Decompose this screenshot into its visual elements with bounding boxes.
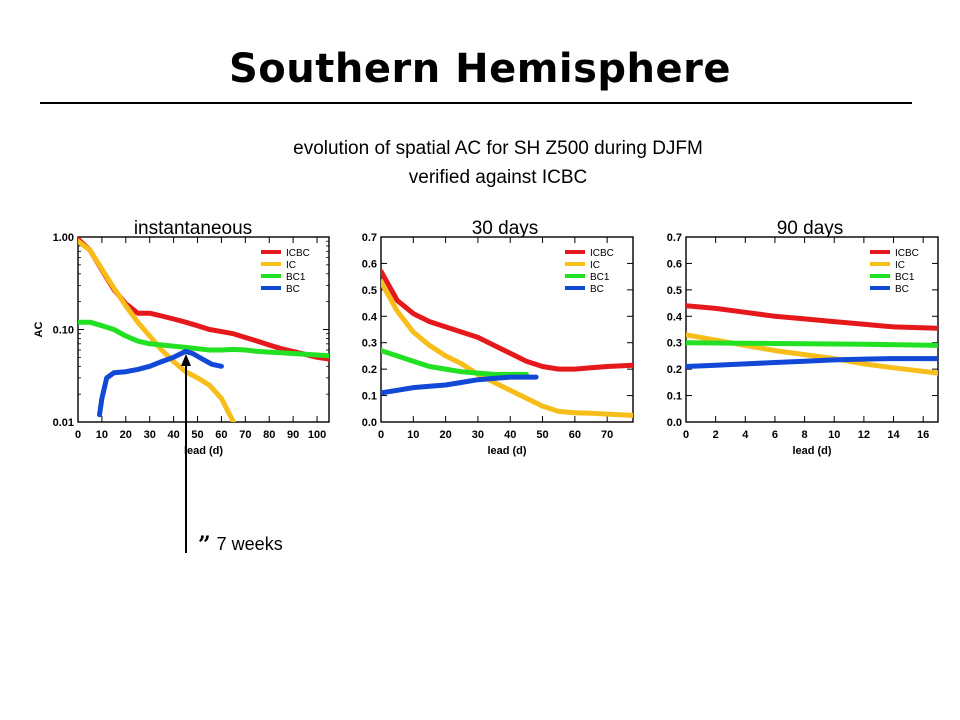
x-tick-label: 10 <box>828 429 840 441</box>
legend-label-ic: IC <box>590 260 600 271</box>
annotation-arrow-head <box>181 354 191 366</box>
y-tick-label: 0.3 <box>667 338 682 350</box>
x-tick-label: 40 <box>167 429 179 441</box>
y-tick-label: 0.10 <box>53 325 74 337</box>
y-tick-label: 0.01 <box>53 417 74 429</box>
seven-weeks-annotation: ” 7 weeks <box>198 532 283 558</box>
y-tick-label: 0.6 <box>667 258 682 270</box>
x-axis-label: lead (d) <box>487 445 526 457</box>
x-tick-label: 40 <box>504 429 516 441</box>
x-tick-label: 8 <box>802 429 808 441</box>
y-tick-label: 0.1 <box>667 391 682 403</box>
series-line-bc <box>381 374 539 396</box>
chart-2: 0 10 20 30 40 50 60 70 0.0 0.1 0.2 0.3 0.4 0.5 0.6 0.7 l… <box>362 232 634 457</box>
annotation-mark: ” <box>198 532 211 558</box>
x-tick-label: 0 <box>683 429 689 441</box>
y-tick-label: 0.7 <box>362 232 377 244</box>
title-divider <box>40 102 912 104</box>
subtitle-line-1: evolution of spatial AC for SH Z500 duri… <box>293 138 703 159</box>
subtitle-line-2: verified against ICBC <box>408 167 588 188</box>
plot-frame <box>685 236 939 423</box>
series-line-bc1 <box>78 319 329 359</box>
y-tick-label: 0.6 <box>362 258 377 270</box>
x-tick-label: 50 <box>191 429 203 441</box>
series-group <box>78 237 329 422</box>
x-tick-label: 14 <box>887 429 900 441</box>
y-tick-label: 0.1 <box>362 391 377 403</box>
x-tick-label: 20 <box>120 429 132 441</box>
x-tick-label: 70 <box>239 429 251 441</box>
y-tick-label: 1.00 <box>53 232 74 244</box>
panel-label-30-days: 30 days <box>471 218 539 239</box>
legend-label-bc1: BC1 <box>590 272 610 283</box>
series-group <box>381 268 633 418</box>
y-tick-label: 0.2 <box>362 364 377 376</box>
x-tick-label: 90 <box>287 429 299 441</box>
chart-1: 0 10 20 30 40 50 60 70 80 90 100 0.01 0.10 1.00 lead (… <box>33 232 330 457</box>
y-tick-label: 0.5 <box>667 285 682 297</box>
y-tick-label: 0.0 <box>362 417 377 429</box>
x-axis-label: lead (d) <box>184 445 223 457</box>
slide-title: Southern Hemisphere <box>228 46 732 92</box>
x-tick-label: 70 <box>601 429 613 441</box>
legend-label-bc: BC <box>590 284 604 295</box>
y-tick-label: 0.4 <box>667 311 683 323</box>
series-line-icbc <box>686 303 938 331</box>
chart-3: 0 2 4 6 8 10 12 14 16 0.0 0.1 0.2 0.3 0.4 0.5 0.6 0.7 lea… <box>667 232 939 457</box>
x-tick-label: 16 <box>917 429 929 441</box>
y-tick-label: 0.7 <box>667 232 682 244</box>
series-line-bc <box>686 356 938 369</box>
series-group <box>686 303 938 376</box>
annotation-label: 7 weeks <box>216 534 283 554</box>
series-line-ic <box>381 279 633 418</box>
x-tick-label: 4 <box>742 429 749 441</box>
panel-label-instantaneous: instantaneous <box>133 218 253 239</box>
x-tick-label: 60 <box>215 429 227 441</box>
y-tick-label: 0.3 <box>362 338 377 350</box>
panel-label-90-days: 90 days <box>776 218 844 239</box>
legend-label-ic: IC <box>286 260 296 271</box>
y-axis-label: AC <box>33 322 45 338</box>
x-tick-label: 10 <box>407 429 419 441</box>
y-tick-label: 0.5 <box>362 285 377 297</box>
legend-label-icbc: ICBC <box>895 248 919 259</box>
y-tick-label: 0.4 <box>362 311 378 323</box>
series-line-bc <box>97 348 224 418</box>
x-tick-label: 10 <box>96 429 108 441</box>
series-line-bc1 <box>381 348 529 377</box>
legend-label-bc1: BC1 <box>895 272 915 283</box>
x-tick-label: 30 <box>472 429 484 441</box>
legend-label-icbc: ICBC <box>286 248 310 259</box>
legend-label-bc: BC <box>286 284 300 295</box>
x-tick-label: 12 <box>858 429 870 441</box>
x-tick-label: 30 <box>144 429 156 441</box>
x-tick-label: 50 <box>536 429 548 441</box>
series-line-icbc <box>381 268 633 372</box>
y-tick-label: 0.2 <box>667 364 682 376</box>
legend-label-ic: IC <box>895 260 905 271</box>
y-tick-label: 0.0 <box>667 417 682 429</box>
x-tick-label: 20 <box>439 429 451 441</box>
x-axis-label: lead (d) <box>792 445 831 457</box>
x-tick-label: 6 <box>772 429 778 441</box>
x-tick-label: 100 <box>308 429 326 441</box>
legend-label-bc: BC <box>895 284 909 295</box>
x-tick-label: 60 <box>569 429 581 441</box>
x-tick-label: 0 <box>75 429 81 441</box>
x-tick-label: 0 <box>378 429 384 441</box>
legend-label-bc1: BC1 <box>286 272 306 283</box>
x-tick-label: 80 <box>263 429 275 441</box>
series-line-bc1 <box>686 340 938 348</box>
legend-label-icbc: ICBC <box>590 248 614 259</box>
x-tick-label: 2 <box>713 429 719 441</box>
